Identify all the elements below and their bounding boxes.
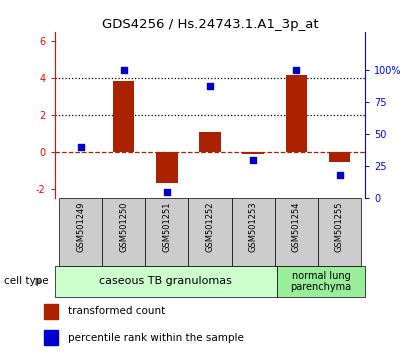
Text: transformed count: transformed count xyxy=(68,306,165,316)
Bar xyxy=(286,75,307,152)
Bar xyxy=(156,152,178,183)
Text: GSM501251: GSM501251 xyxy=(163,202,171,252)
Bar xyxy=(277,266,365,297)
Text: percentile rank within the sample: percentile rank within the sample xyxy=(68,333,244,343)
Point xyxy=(163,189,170,195)
Bar xyxy=(231,198,275,266)
Text: GSM501249: GSM501249 xyxy=(76,202,85,252)
Text: GSM501250: GSM501250 xyxy=(119,202,128,252)
Bar xyxy=(44,330,58,345)
Text: GSM501255: GSM501255 xyxy=(335,202,344,252)
Bar xyxy=(59,198,102,266)
Point xyxy=(336,172,343,178)
Bar xyxy=(329,152,350,162)
Text: GSM501252: GSM501252 xyxy=(205,202,215,252)
Bar xyxy=(189,198,231,266)
Title: GDS4256 / Hs.24743.1.A1_3p_at: GDS4256 / Hs.24743.1.A1_3p_at xyxy=(102,18,318,31)
Bar xyxy=(113,81,134,152)
Point xyxy=(77,144,84,150)
Bar xyxy=(55,266,277,297)
Point xyxy=(120,67,127,73)
Text: normal lung
parenchyma: normal lung parenchyma xyxy=(291,270,352,292)
Bar xyxy=(242,152,264,154)
Bar xyxy=(318,198,361,266)
Text: caseous TB granulomas: caseous TB granulomas xyxy=(99,276,232,286)
Bar xyxy=(102,198,145,266)
Bar xyxy=(145,198,189,266)
Point xyxy=(250,157,257,163)
Point xyxy=(207,83,213,88)
Text: cell type: cell type xyxy=(4,276,49,286)
Text: GSM501254: GSM501254 xyxy=(292,202,301,252)
Bar xyxy=(275,198,318,266)
Point xyxy=(293,67,300,73)
Text: GSM501253: GSM501253 xyxy=(249,202,257,252)
Bar xyxy=(44,304,58,319)
Bar xyxy=(199,132,221,152)
